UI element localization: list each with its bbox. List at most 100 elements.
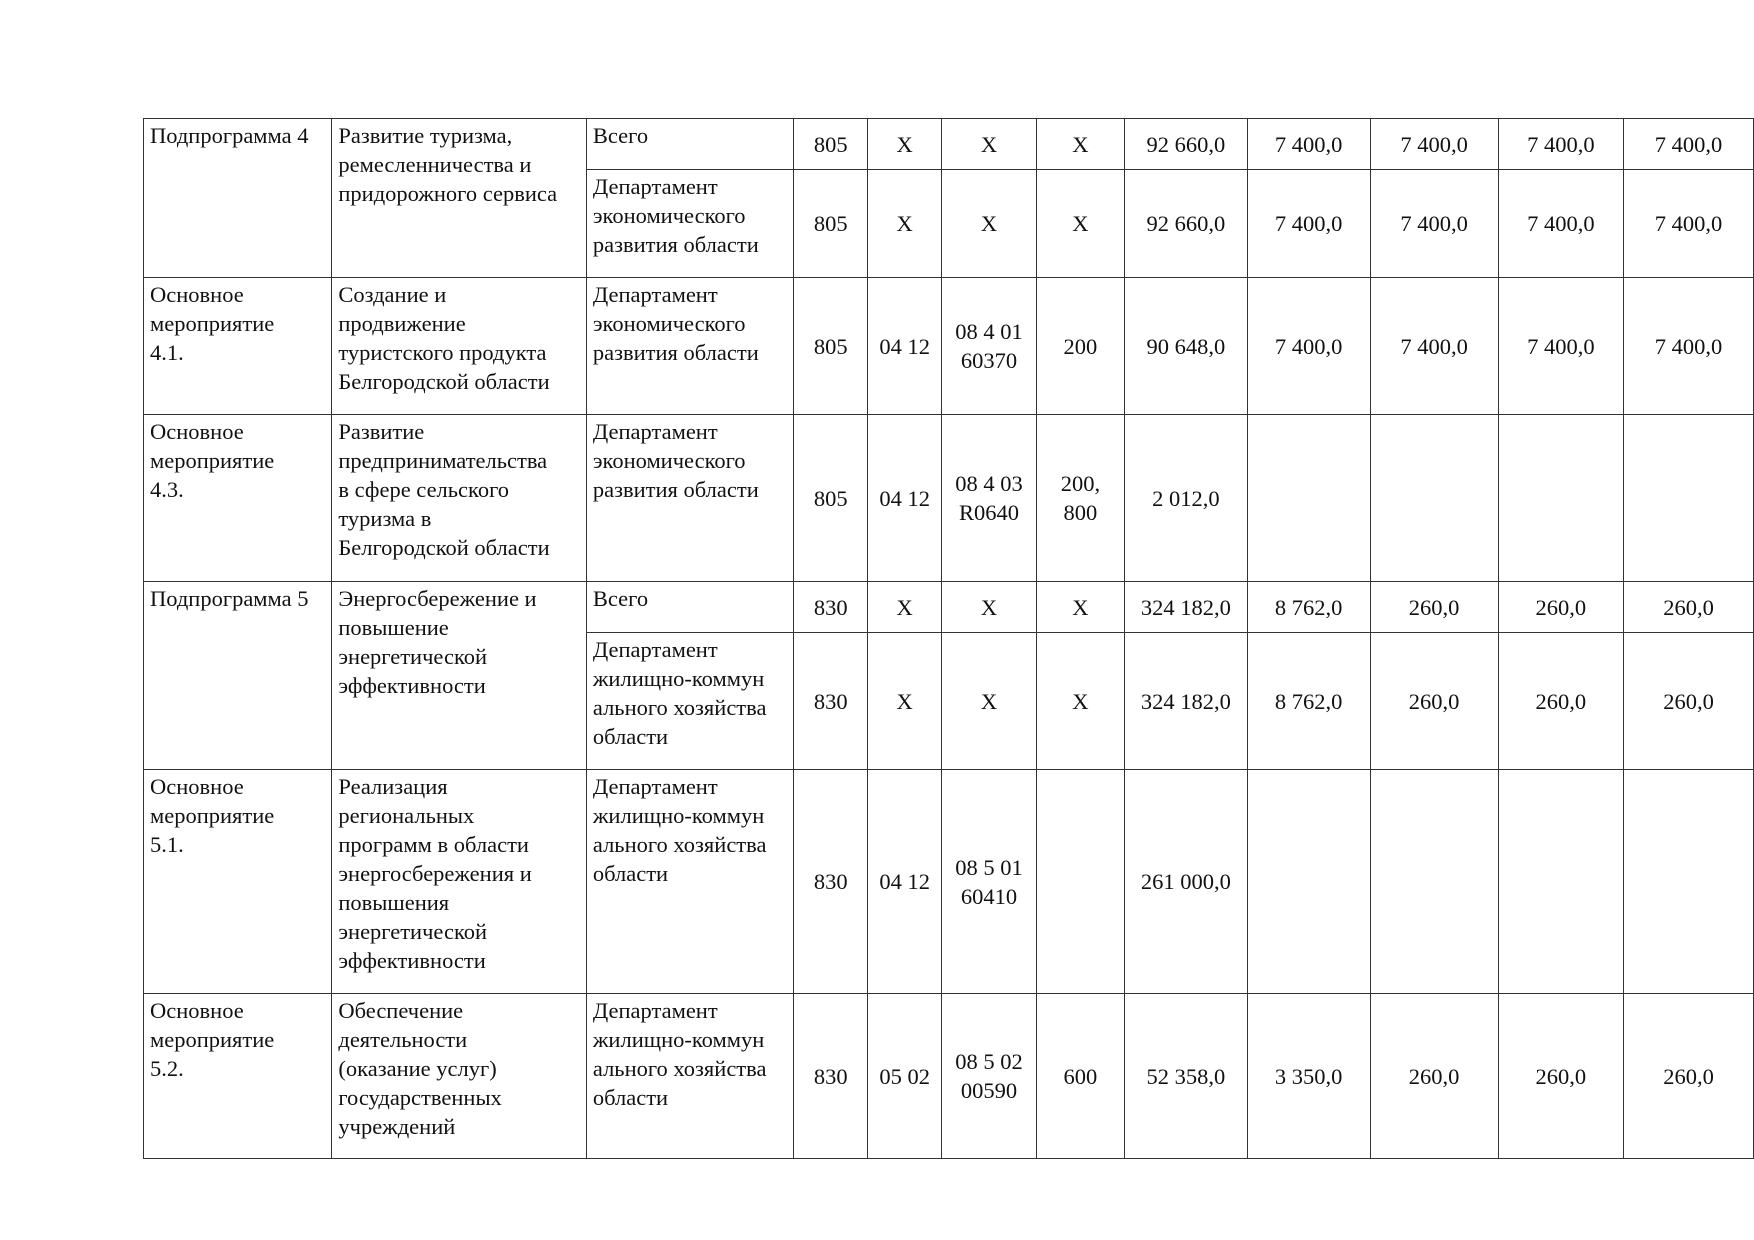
value-cell: 3 350,0	[1246, 993, 1371, 1159]
value-cell: 7 400,0	[1369, 169, 1499, 278]
value-cell: 260,0	[1369, 581, 1499, 633]
value-cell: 05 02	[867, 993, 943, 1159]
text-cell: Департамент жилищно-коммун ального хозяй…	[585, 769, 795, 994]
text-cell: Обеспечение деятельности (оказание услуг…	[331, 993, 587, 1159]
table-row: Департамент экономического развития обла…	[144, 169, 1754, 278]
value-cell: 90 648,0	[1123, 277, 1248, 415]
value-cell: 8 762,0	[1246, 581, 1371, 633]
value-cell	[1035, 769, 1125, 994]
table-row: Основное мероприятие 4.3. Развитие предпр…	[142, 414, 1754, 582]
value-cell: X	[1035, 632, 1125, 770]
value-cell: 7 400,0	[1623, 118, 1754, 170]
table-row: Департамент жилищно-коммун ального хозяй…	[144, 632, 1754, 770]
value-cell: 260,0	[1369, 632, 1499, 770]
value-cell: 8 762,0	[1246, 632, 1371, 770]
value-cell: 260,0	[1497, 581, 1625, 633]
text-cell: Развитие предпринимательства в сфере сел…	[331, 414, 587, 582]
value-cell	[1497, 769, 1625, 994]
budget-table: Подпрограмма 4 Развитие туризма, ремеслен…	[142, 118, 1754, 1159]
text-cell: Развитие туризма, ремесленничества и при…	[331, 118, 587, 278]
value-cell: 92 660,0	[1123, 118, 1248, 170]
text-cell: Департамент жилищно-коммун ального хозяй…	[585, 632, 795, 770]
value-cell: 04 12	[867, 277, 943, 415]
text-cell: Подпрограмма 4	[142, 118, 333, 278]
value-cell: 261 000,0	[1123, 769, 1248, 994]
value-cell: 52 358,0	[1123, 993, 1248, 1159]
value-cell: 92 660,0	[1123, 169, 1248, 278]
value-cell: 7 400,0	[1246, 277, 1371, 415]
value-cell: 2 012,0	[1123, 414, 1248, 582]
value-cell: 600	[1035, 993, 1125, 1159]
value-cell: 260,0	[1369, 993, 1499, 1159]
table-row: Подпрограмма 4 Развитие туризма, ремеслен…	[142, 118, 1754, 278]
value-cell: 04 12	[867, 414, 943, 582]
value-cell: X	[941, 581, 1037, 633]
value-cell: 830	[793, 632, 869, 770]
value-cell: 08 4 01 60370	[941, 277, 1037, 415]
text-cell: Подпрограмма 5	[142, 581, 333, 770]
text-cell: Всего	[585, 118, 795, 170]
value-cell: 7 400,0	[1369, 277, 1499, 415]
value-cell	[1623, 769, 1754, 994]
value-cell: X	[941, 118, 1037, 170]
value-cell: 08 5 01 60410	[941, 769, 1037, 994]
value-cell: 08 4 03 R0640	[941, 414, 1037, 582]
text-cell: Основное мероприятие 5.2.	[142, 993, 333, 1159]
value-cell: 7 400,0	[1246, 169, 1371, 278]
text-cell: Основное мероприятие 5.1.	[142, 769, 333, 994]
table-row: Основное мероприятие 5.1. Реализация реги…	[142, 769, 1754, 994]
table-row: Основное мероприятие 4.1. Создание и прод…	[142, 277, 1754, 415]
text-cell: Энергосбережение и повышение энергетичес…	[331, 581, 587, 770]
value-cell: 324 182,0	[1123, 632, 1248, 770]
value-cell: 08 5 02 00590	[941, 993, 1037, 1159]
value-cell	[1369, 414, 1499, 582]
value-cell: X	[867, 118, 943, 170]
value-cell: X	[1035, 169, 1125, 278]
value-cell: 805	[793, 277, 869, 415]
value-cell	[1246, 769, 1371, 994]
text-cell: Департамент экономического развития обла…	[585, 277, 795, 415]
value-cell: 805	[793, 118, 869, 170]
value-cell: 260,0	[1623, 581, 1754, 633]
text-cell: Реализация региональных программ в облас…	[331, 769, 587, 994]
text-cell: Департамент жилищно-коммун ального хозяй…	[585, 993, 795, 1159]
value-cell: 805	[793, 169, 869, 278]
text-cell: Основное мероприятие 4.3.	[142, 414, 333, 582]
value-cell: 830	[793, 581, 869, 633]
value-cell: 200, 800	[1035, 414, 1125, 582]
value-cell: 260,0	[1623, 993, 1754, 1159]
text-cell: Департамент экономического развития обла…	[585, 169, 795, 278]
text-cell: Создание и продвижение туристского проду…	[331, 277, 587, 415]
text-cell: Основное мероприятие 4.1.	[142, 277, 333, 415]
value-cell: 830	[793, 993, 869, 1159]
text-cell: Всего	[585, 581, 795, 633]
value-cell: X	[1035, 581, 1125, 633]
value-cell: 7 400,0	[1497, 277, 1625, 415]
value-cell: X	[1035, 118, 1125, 170]
value-cell: 7 400,0	[1246, 118, 1371, 170]
value-cell	[1623, 414, 1754, 582]
value-cell: X	[867, 581, 943, 633]
value-cell: X	[941, 632, 1037, 770]
value-cell: X	[941, 169, 1037, 278]
value-cell: 200	[1035, 277, 1125, 415]
value-cell: X	[867, 632, 943, 770]
value-cell: X	[867, 169, 943, 278]
value-cell	[1497, 414, 1625, 582]
value-cell: 7 400,0	[1623, 169, 1754, 278]
value-cell: 7 400,0	[1369, 118, 1499, 170]
value-cell: 830	[793, 769, 869, 994]
value-cell: 04 12	[867, 769, 943, 994]
table-row: Основное мероприятие 5.2. Обеспечение дея…	[142, 993, 1754, 1159]
value-cell: 7 400,0	[1497, 169, 1625, 278]
value-cell: 324 182,0	[1123, 581, 1248, 633]
table-row: Подпрограмма 5 Энергосбережение и повышен…	[142, 581, 1754, 770]
value-cell: 260,0	[1497, 632, 1625, 770]
value-cell	[1246, 414, 1371, 582]
value-cell: 805	[793, 414, 869, 582]
value-cell: 7 400,0	[1497, 118, 1625, 170]
text-cell: Департамент экономического развития обла…	[585, 414, 795, 582]
value-cell: 7 400,0	[1623, 277, 1754, 415]
value-cell: 260,0	[1497, 993, 1625, 1159]
value-cell	[1369, 769, 1499, 994]
